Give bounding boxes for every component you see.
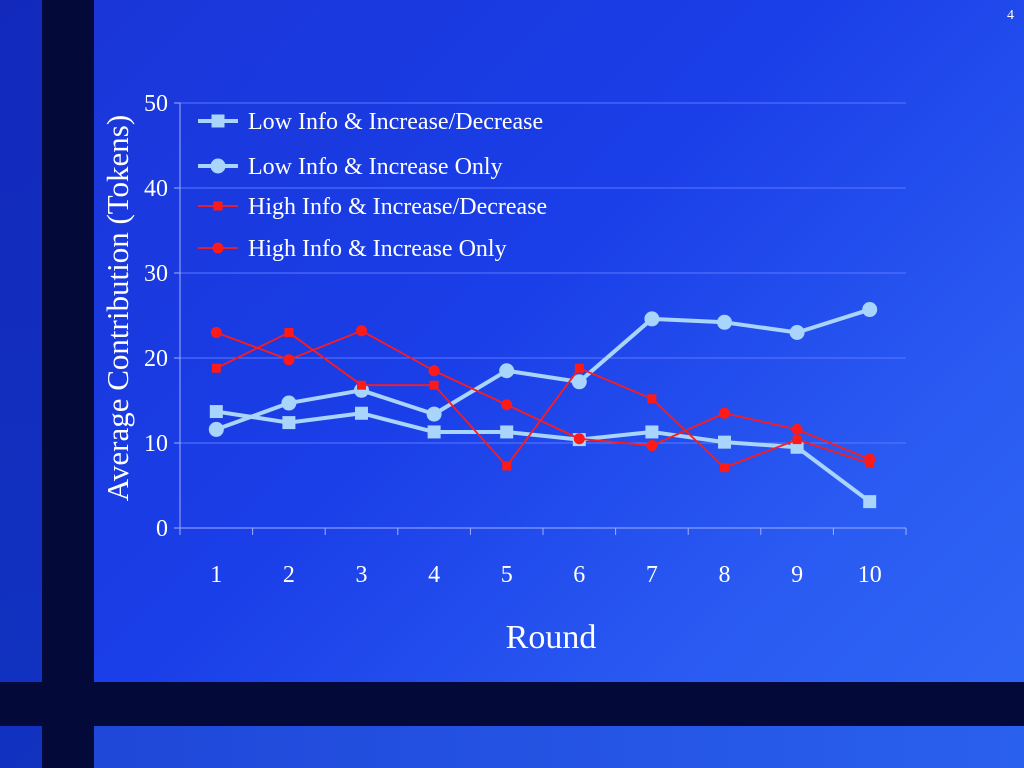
y-tick-label: 40 — [144, 176, 168, 202]
data-point — [357, 380, 366, 390]
data-point — [427, 425, 441, 439]
bottom-band-below — [94, 726, 1024, 768]
legend-marker — [210, 158, 226, 174]
x-tick-label: 10 — [858, 562, 882, 588]
legend-marker — [213, 201, 223, 211]
data-point — [792, 435, 802, 445]
data-point — [717, 314, 732, 330]
legend-marker — [211, 114, 225, 128]
legend-item-2: Low Info & Increase Only — [198, 154, 503, 180]
left-dark-band — [0, 0, 42, 768]
left-black-stripe — [42, 0, 94, 768]
series-4 — [210, 325, 876, 465]
data-point — [502, 461, 512, 471]
y-tick-labels: 0 10 20 30 40 50 — [144, 91, 168, 542]
series-line — [215, 307, 871, 432]
data-point — [789, 325, 805, 340]
legend-item-4: High Info & Increase Only — [198, 236, 507, 262]
y-tick-label: 30 — [144, 261, 168, 287]
data-point — [356, 325, 367, 337]
x-tick-label: 9 — [791, 562, 803, 588]
legend: Low Info & Increase/Decrease Low Info & I… — [198, 109, 547, 262]
data-point — [644, 311, 660, 327]
y-tick-label: 50 — [144, 91, 168, 117]
data-point — [646, 440, 658, 452]
data-point — [571, 374, 587, 390]
data-point — [429, 380, 439, 390]
legend-label: High Info & Increase/Decrease — [248, 194, 547, 220]
series-line — [215, 331, 870, 469]
data-point — [720, 463, 729, 473]
x-tick-label: 8 — [719, 562, 731, 588]
data-point — [500, 425, 514, 439]
data-point — [208, 421, 224, 437]
data-point — [211, 363, 221, 373]
data-point — [501, 399, 513, 411]
data-point — [283, 354, 295, 366]
y-tick-label: 0 — [156, 516, 168, 542]
x-tick-labels: 1 2 3 4 5 6 7 8 9 10 — [210, 562, 881, 588]
data-point — [719, 407, 730, 419]
y-axis-label: Average Contribution (Tokens) — [100, 115, 135, 501]
bottom-black-stripe — [0, 682, 1024, 726]
x-tick-label: 3 — [356, 562, 368, 588]
data-point — [573, 433, 585, 445]
series-1 — [209, 405, 877, 509]
left-stripe-bottom — [42, 726, 94, 768]
x-tick-label: 5 — [501, 562, 513, 588]
data-point — [428, 365, 440, 377]
data-point — [647, 394, 657, 404]
slide-number: 4 — [1007, 8, 1014, 23]
x-axis-label: Round — [506, 619, 597, 656]
grid-lines — [180, 102, 906, 444]
x-tick-label: 6 — [573, 562, 585, 588]
data-point — [284, 328, 294, 337]
data-point — [718, 435, 731, 449]
line-chart: 0 10 20 30 40 50 1 2 3 4 5 6 7 8 9 10 Low Info & Incre… — [100, 91, 907, 656]
legend-label: High Info & Increase Only — [248, 236, 507, 262]
data-point — [426, 406, 442, 422]
data-point — [210, 327, 222, 338]
data-point — [281, 395, 297, 411]
data-point — [862, 302, 878, 318]
series-line — [215, 409, 871, 504]
series-layer — [208, 302, 878, 509]
data-point — [209, 405, 223, 419]
data-point — [499, 363, 515, 379]
legend-item-3: High Info & Increase/Decrease — [198, 194, 547, 220]
x-tick-label: 7 — [646, 562, 658, 588]
legend-item-1: Low Info & Increase/Decrease — [198, 109, 543, 135]
x-tick-label: 1 — [210, 562, 222, 588]
data-point — [355, 406, 368, 420]
axes — [174, 102, 907, 535]
data-point — [791, 423, 803, 435]
data-point — [574, 363, 584, 373]
data-point — [864, 453, 876, 465]
legend-label: Low Info & Increase/Decrease — [248, 109, 543, 135]
x-tick-label: 2 — [283, 562, 295, 588]
series-line — [215, 329, 871, 460]
legend-label: Low Info & Increase Only — [248, 154, 503, 180]
y-tick-label: 20 — [144, 346, 168, 372]
data-point — [863, 495, 877, 509]
y-tick-label: 10 — [144, 431, 168, 457]
legend-marker — [212, 242, 224, 254]
data-point — [282, 416, 296, 430]
x-tick-label: 4 — [428, 562, 440, 588]
data-point — [645, 425, 659, 439]
